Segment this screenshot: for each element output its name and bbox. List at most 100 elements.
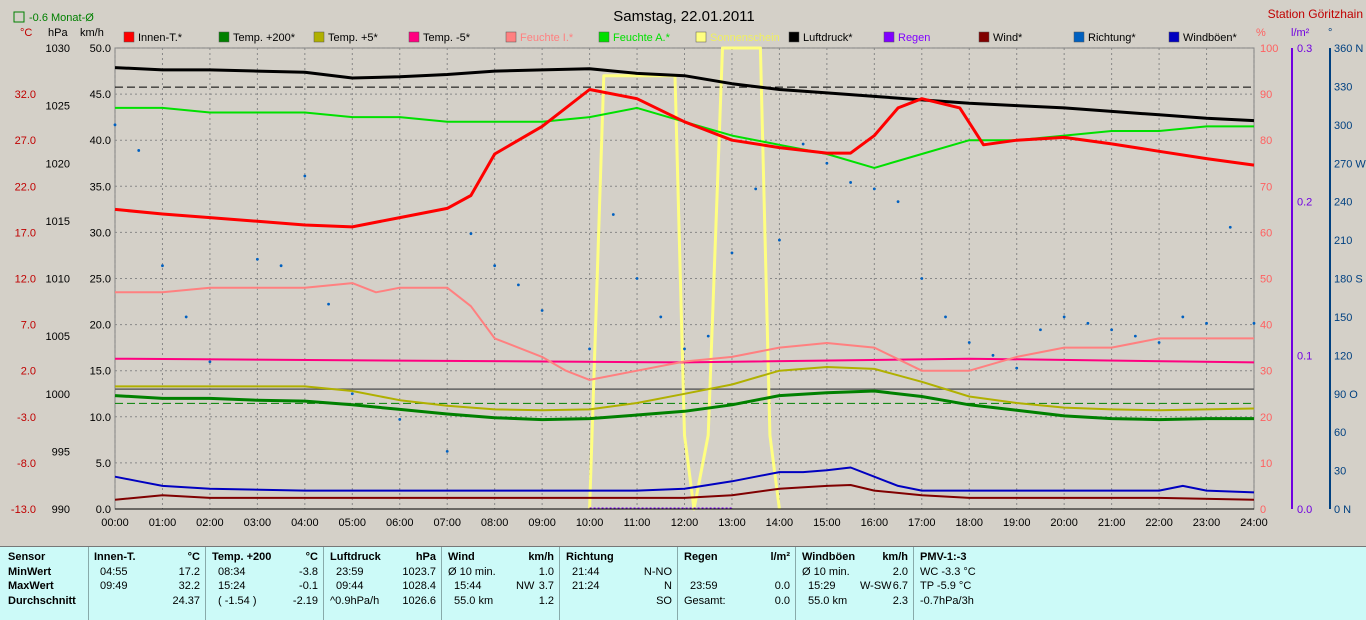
time-tick-label: 16:00 <box>861 517 889 529</box>
direction-point <box>161 264 164 268</box>
temp200-max-time: 15:24 <box>218 580 246 592</box>
regen-total-label: Gesamt: <box>684 594 726 607</box>
divider <box>795 547 796 620</box>
time-tick-label: 10:00 <box>576 517 604 529</box>
celsius-tick-label: 7.0 <box>21 320 36 332</box>
direction-point <box>208 360 212 364</box>
time-tick-label: 17:00 <box>908 517 936 529</box>
legend-label: Feuchte A.* <box>613 32 671 44</box>
stats-regen: Regen l/m² 23:59 0.0 Gesamt: 0.0 <box>684 550 790 608</box>
stats-sensor: Sensor MinWert MaxWert Durchschnitt <box>8 550 88 608</box>
hpa-tick-label: 995 <box>52 446 70 458</box>
kmh-tick-label: 10.0 <box>90 412 111 424</box>
time-tick-label: 03:00 <box>244 517 272 529</box>
degree-tick-label: 60 <box>1334 427 1346 439</box>
boeen-value-3: 2.3 <box>892 594 908 607</box>
direction-point <box>327 302 330 306</box>
direction-point <box>659 315 663 319</box>
richtung-min-time: 21:44 <box>572 565 600 578</box>
rain-tick-label: 0.1 <box>1297 350 1312 362</box>
legend: Innen-T.* Temp. +200* Temp. +5* Temp. -5* Fe… <box>123 31 1238 44</box>
hpa-tick-label: 1030 <box>46 43 70 55</box>
weather-chart: 00:00 01:00 02:00 03:00 04:00 05:00 06:00 07:00… <box>11 7 1366 529</box>
direction-point <box>920 277 924 280</box>
wind-label-3: 55.0 km <box>454 594 494 607</box>
series-line-temp-5 <box>115 366 1255 412</box>
direction-point <box>113 123 117 127</box>
percent-tick-label: 40 <box>1260 320 1272 332</box>
percent-tick-label: 70 <box>1260 181 1272 193</box>
time-tick-label: 08:00 <box>481 517 509 529</box>
stats-sensor-title: Sensor <box>8 551 46 563</box>
divider <box>88 547 89 620</box>
regen-title: Regen <box>684 551 718 563</box>
time-tick-label: 24:00 <box>1240 517 1268 529</box>
degree-tick-label: 360 N <box>1334 43 1363 55</box>
stats-label-min: MinWert <box>8 565 52 578</box>
direction-point <box>1181 315 1185 319</box>
time-tick-label: 04:00 <box>291 517 319 529</box>
kmh-tick-label: 0.0 <box>96 504 111 516</box>
percent-tick-label: 80 <box>1260 135 1272 147</box>
time-tick-label: 00:00 <box>101 517 129 529</box>
legend-swatch <box>123 31 135 43</box>
axes-group: 00:00 01:00 02:00 03:00 04:00 05:00 06:00 07:00… <box>11 43 1366 529</box>
direction-point <box>350 392 354 396</box>
time-tick-label: 11:00 <box>624 517 651 529</box>
unit-degree: ° <box>1328 27 1332 39</box>
legend-label: Richtung* <box>1088 32 1136 44</box>
time-tick-label: 19:00 <box>1003 517 1031 529</box>
legend-swatch <box>598 31 610 43</box>
direction-point <box>1086 321 1090 325</box>
degree-tick-label: 180 S <box>1334 274 1363 286</box>
legend-swatch <box>505 31 517 43</box>
boeen-unit: km/h <box>882 551 908 563</box>
celsius-tick-label: 2.0 <box>21 366 36 378</box>
month-avg-marker <box>13 11 25 23</box>
innen-unit: °C <box>187 551 200 563</box>
direction-point <box>991 353 995 357</box>
direction-point <box>730 251 734 255</box>
temp200-min-time: 08:34 <box>218 565 246 578</box>
divider <box>205 547 206 620</box>
time-tick-label: 05:00 <box>339 517 367 529</box>
direction-point <box>849 181 853 184</box>
luftdruck-trend: ^0.9hPa/h <box>330 594 380 607</box>
time-tick-label: 02:00 <box>196 517 224 529</box>
celsius-tick-label: -13.0 <box>11 504 36 516</box>
statistics-panel: Sensor MinWert MaxWert Durchschnitt Inne… <box>0 546 1366 620</box>
direction-point <box>540 309 544 312</box>
degree-tick-label: 30 <box>1334 466 1346 478</box>
percent-tick-label: 90 <box>1260 89 1272 101</box>
divider <box>441 547 442 620</box>
percent-tick-label: 50 <box>1260 274 1272 286</box>
direction-point <box>825 161 829 165</box>
stats-label-max: MaxWert <box>8 580 54 592</box>
boeen-value-1: 2.0 <box>892 565 908 578</box>
direction-point <box>1015 366 1019 370</box>
time-tick-label: 12:00 <box>671 517 699 529</box>
legend-swatch <box>1168 31 1180 43</box>
celsius-tick-label: -8.0 <box>17 458 36 470</box>
time-tick-label: 21:00 <box>1098 517 1126 529</box>
series-line-luftdruck <box>114 66 1255 123</box>
innen-max-value: 32.2 <box>178 580 200 592</box>
page-title: Samstag, 22.01.2011 <box>613 8 755 25</box>
direction-point <box>872 187 876 191</box>
percent-tick-label: 10 <box>1260 458 1272 470</box>
boeen-label-2: 15:29 <box>808 580 836 592</box>
degree-tick-label: 210 <box>1334 235 1352 247</box>
divider <box>677 547 678 620</box>
hpa-tick-label: 1005 <box>46 331 70 343</box>
temp200-max-value: -0.1 <box>299 580 318 592</box>
direction-point <box>516 283 520 287</box>
direction-point <box>469 232 473 236</box>
celsius-tick-label: 27.0 <box>15 135 36 147</box>
direction-point <box>184 315 188 319</box>
series-line-feuchte-i <box>115 282 1254 381</box>
direction-point <box>944 315 947 319</box>
time-tick-label: 09:00 <box>528 517 556 529</box>
legend-swatch <box>408 31 420 43</box>
direction-point <box>683 347 686 351</box>
direction-point <box>635 277 639 280</box>
